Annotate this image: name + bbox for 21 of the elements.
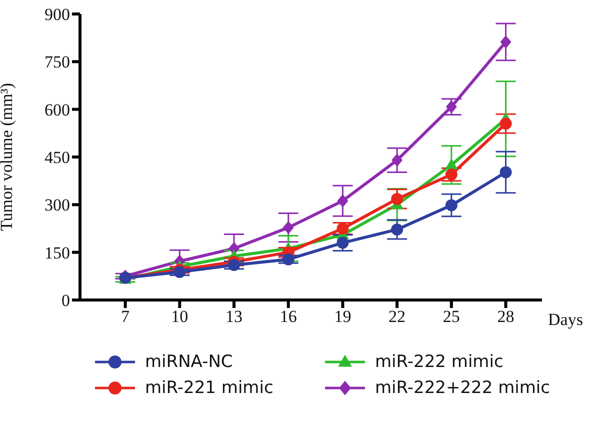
x-tick-label: 13 <box>226 307 242 326</box>
legend-label: miRNA-NC <box>145 352 233 372</box>
x-tick-label: 25 <box>442 307 460 326</box>
y-tick-label: 300 <box>44 196 70 215</box>
x-tick-label: 22 <box>388 307 406 326</box>
y-tick-label: 150 <box>44 243 70 262</box>
x-tick-label: 7 <box>121 307 130 326</box>
x-tick-label: 19 <box>334 307 352 326</box>
x-tick-label: 10 <box>171 307 188 326</box>
legend-label: miR-221 mimic <box>145 378 274 398</box>
y-tick-label: 750 <box>44 52 70 72</box>
y-tick-label: 450 <box>44 148 70 168</box>
legend-label: miR-222 mimic <box>375 352 504 372</box>
y-tick-label: 0 <box>62 291 70 310</box>
y-tick-label: 600 <box>44 100 70 120</box>
legend-label: miR-222+222 mimic <box>375 378 550 398</box>
x-axis-title: Days <box>548 310 583 330</box>
x-tick-label: 28 <box>497 307 514 326</box>
x-tick-label: 16 <box>280 307 297 326</box>
y-tick-label: 900 <box>44 5 70 24</box>
y-axis-title: Tumor volume (mm³) <box>0 82 16 232</box>
